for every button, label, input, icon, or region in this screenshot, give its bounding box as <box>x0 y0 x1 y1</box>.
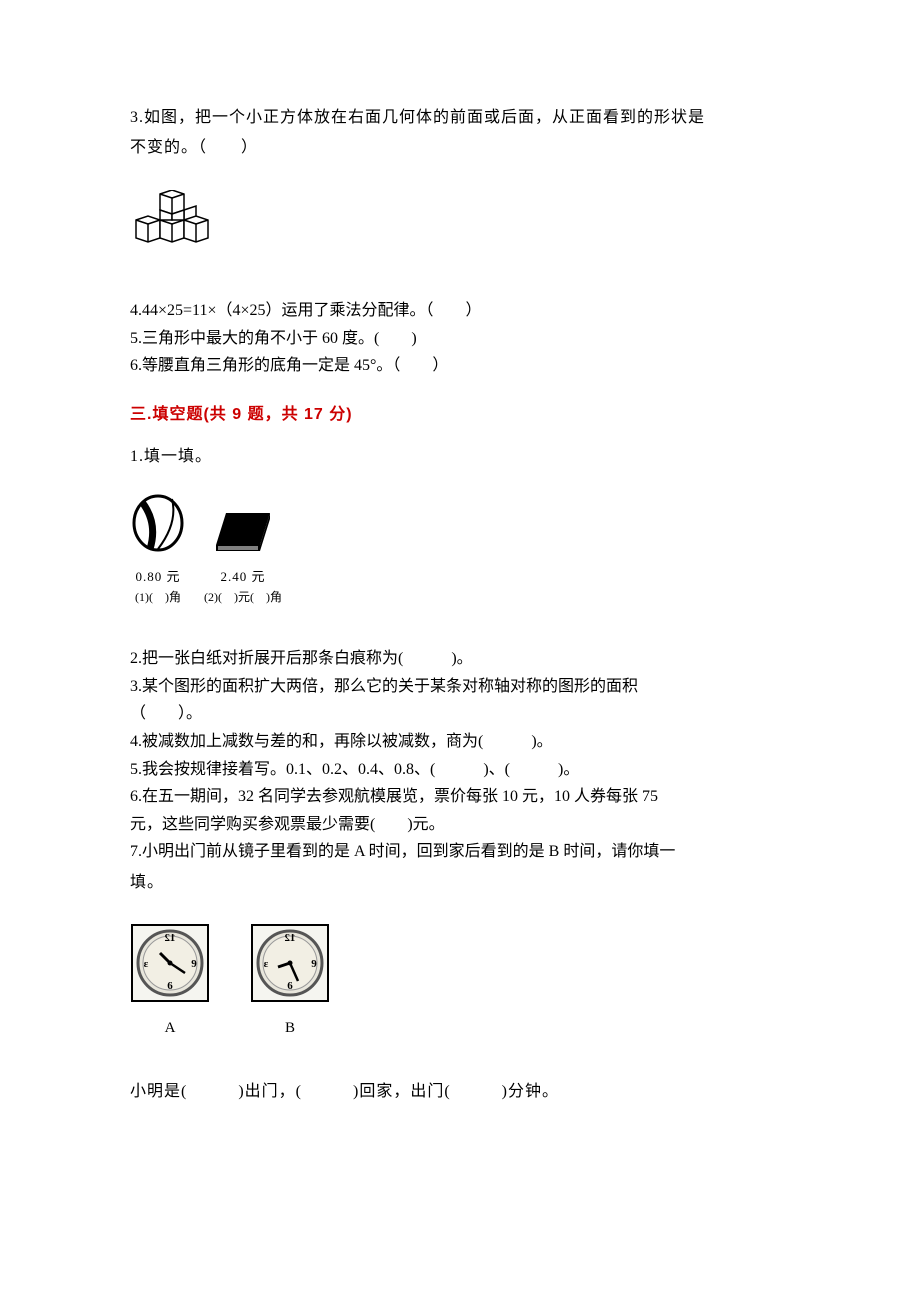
fill-q6b: 元，这些同学购买参观票最少需要( )元。 <box>130 812 790 838</box>
svg-text:9: 9 <box>311 958 317 970</box>
svg-text:6: 6 <box>167 980 173 992</box>
section-3-title: 三.填空题(共 9 题，共 17 分) <box>130 403 790 427</box>
cube-figure <box>130 190 790 268</box>
fill-item-1: 0.80 元 (1)( )角 <box>130 493 186 607</box>
book-icon <box>212 505 274 555</box>
clock-a-label: A <box>130 1017 210 1040</box>
clock-a: 12 ε 9 6 A <box>130 923 210 1040</box>
fill-q1-figures: 0.80 元 (1)( )角 2.40 元 (2)( )元( )角 <box>130 493 790 607</box>
question-3-line2: 不变的。（ ） <box>130 136 790 160</box>
clock-b-label: B <box>250 1017 330 1040</box>
fill-q4: 4.被减数加上减数与差的和，再除以被减数，商为( )。 <box>130 729 790 755</box>
question-4: 4.44×25=11×（4×25）运用了乘法分配律。（ ） <box>130 298 790 324</box>
svg-text:12: 12 <box>164 932 176 944</box>
item1-blank: (1)( )角 <box>130 588 186 606</box>
item1-price: 0.80 元 <box>130 567 186 587</box>
svg-text:12: 12 <box>284 932 296 944</box>
question-6: 6.等腰直角三角形的底角一定是 45°。（ ） <box>130 353 790 379</box>
svg-text:ε: ε <box>144 958 149 970</box>
clock-figures: 12 ε 9 6 A 12 ε 9 6 <box>130 923 790 1040</box>
fill-q3a: 3.某个图形的面积扩大两倍，那么它的关于某条对称轴对称的图形的面积 <box>130 674 790 700</box>
fill-q7-conclusion: 小明是( )出门，( )回家，出门( )分钟。 <box>130 1080 790 1104</box>
question-3-line1: 3.如图，把一个小正方体放在右面几何体的前面或后面，从正面看到的形状是 <box>130 106 790 130</box>
question-5: 5.三角形中最大的角不小于 60 度。( ) <box>130 326 790 352</box>
fill-item-2: 2.40 元 (2)( )元( )角 <box>204 505 282 607</box>
svg-text:6: 6 <box>287 980 293 992</box>
fill-q6a: 6.在五一期间，32 名同学去参观航模展览，票价每张 10 元，10 人券每张 … <box>130 784 790 810</box>
fill-q3b: （ ）。 <box>130 701 790 727</box>
fill-q7b: 填。 <box>130 871 790 895</box>
item2-price: 2.40 元 <box>204 567 282 587</box>
fill-q7a: 7.小明出门前从镜子里看到的是 A 时间，回到家后看到的是 B 时间，请你填一 <box>130 839 790 865</box>
svg-text:ε: ε <box>264 958 269 970</box>
clock-b: 12 ε 9 6 B <box>250 923 330 1040</box>
fill-q1: 1.填一填。 <box>130 445 790 469</box>
fill-q5: 5.我会按规律接着写。0.1、0.2、0.4、0.8、( )、( )。 <box>130 757 790 783</box>
svg-text:9: 9 <box>191 958 197 970</box>
ball-icon <box>130 493 186 555</box>
item2-blank: (2)( )元( )角 <box>204 588 282 606</box>
fill-q2: 2.把一张白纸对折展开后那条白痕称为( )。 <box>130 646 790 672</box>
